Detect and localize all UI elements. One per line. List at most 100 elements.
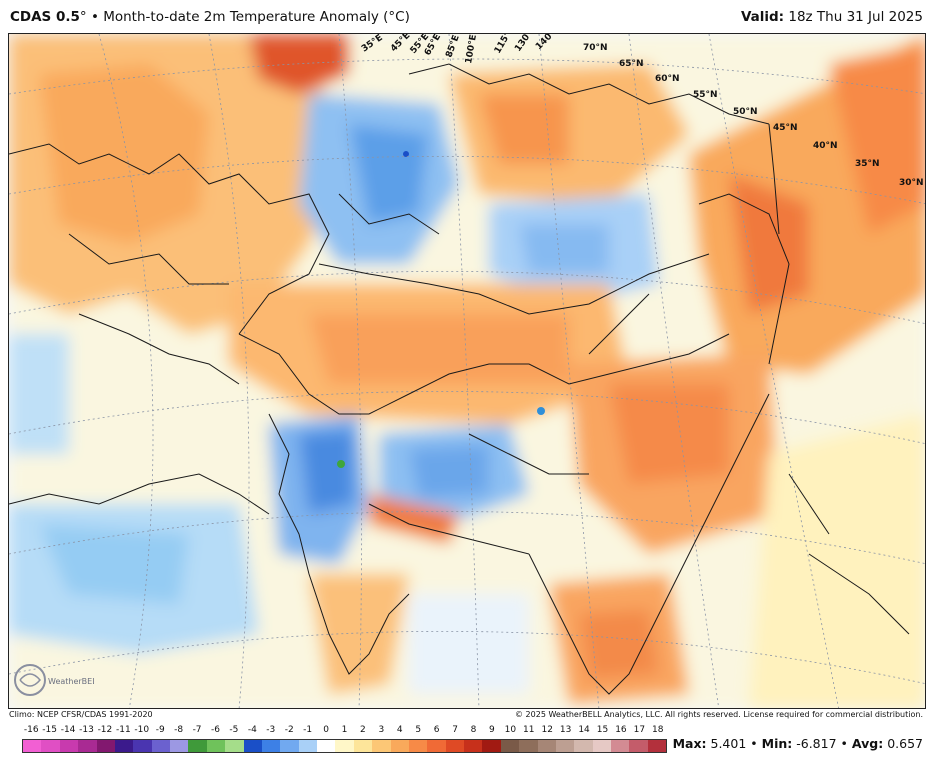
- legend-label: 2: [360, 725, 366, 735]
- header: CDAS 0.5° • Month-to-date 2m Temperature…: [0, 0, 935, 32]
- logo-icon: WeatherBELL: [14, 664, 102, 696]
- legend-swatch: [629, 740, 648, 752]
- legend-label: 14: [578, 725, 590, 735]
- legend-label: 8: [470, 725, 477, 735]
- hotspot-marker: [403, 151, 409, 157]
- stats-separator: •: [840, 736, 848, 751]
- legend-label: 7: [452, 725, 458, 735]
- legend-swatch: [555, 740, 575, 752]
- min-label: Min:: [761, 736, 793, 751]
- weatherbell-logo: WeatherBELL: [12, 660, 102, 700]
- legend-swatch: [647, 740, 667, 752]
- stats-separator: •: [750, 736, 758, 751]
- legend-swatch: [464, 740, 483, 752]
- borders: [9, 63, 910, 695]
- legend-swatch: [23, 740, 42, 752]
- legend-swatch: [133, 740, 152, 752]
- lat-label: 40°N: [813, 141, 838, 151]
- legend-label: 17: [633, 725, 646, 735]
- legend-label: 9: [489, 725, 495, 735]
- legend-swatch: [206, 740, 226, 752]
- legend-label: -14: [60, 725, 76, 735]
- legend-label: 12: [541, 725, 553, 735]
- legend-swatch: [151, 740, 170, 752]
- climo-note: Climo: NCEP CFSR/CDAS 1991-2020: [9, 710, 153, 719]
- legend-label: -16: [23, 725, 39, 735]
- legend-swatch: [353, 740, 373, 752]
- legend-swatch: [408, 740, 428, 752]
- legend-swatch: [243, 740, 262, 752]
- min-value: -6.817: [796, 736, 837, 751]
- lat-label: 30°N: [899, 178, 924, 188]
- legend-swatch: [482, 740, 501, 752]
- hotspot-marker: [337, 460, 345, 468]
- graticule: [9, 34, 925, 708]
- legend-label: 13: [559, 725, 572, 735]
- legend-label: -11: [115, 725, 131, 735]
- legend-label: -7: [192, 725, 202, 735]
- legend-label: -8: [174, 725, 184, 735]
- anomaly-field: [9, 34, 925, 708]
- legend-label: 1: [341, 725, 348, 735]
- copyright-note: © 2025 WeatherBELL Analytics, LLC. All r…: [515, 710, 923, 719]
- hotspot-marker: [537, 407, 545, 415]
- map-description: Month-to-date 2m Temperature Anomaly (°C…: [103, 9, 410, 25]
- max-value: 5.401: [710, 736, 747, 751]
- legend-label: 16: [615, 725, 627, 735]
- legend-swatch: [280, 740, 299, 752]
- legend-swatch: [537, 740, 556, 752]
- lat-label: 55°N: [693, 90, 718, 100]
- legend-label: 18: [652, 725, 664, 735]
- anomaly-map: 35°E 45°E 55°E 65°E 85°E 100°E 115°E 130…: [8, 33, 926, 709]
- legend-label: -3: [266, 725, 276, 735]
- legend-swatch: [78, 740, 97, 752]
- legend-label: -12: [97, 725, 113, 735]
- logo-text: WeatherBELL: [48, 677, 94, 686]
- legend-label: 6: [433, 725, 440, 735]
- lat-label: 60°N: [655, 74, 680, 84]
- legend-swatch: [188, 740, 207, 752]
- legend-swatch: [611, 740, 630, 752]
- legend-swatches: [22, 739, 667, 753]
- lat-labels: 70°N 65°N 60°N 55°N 50°N 45°N 40°N 35°N …: [583, 43, 924, 188]
- legend-label: -15: [42, 725, 57, 735]
- title-separator: •: [90, 9, 99, 25]
- max-label: Max:: [672, 736, 707, 751]
- avg-label: Avg:: [851, 736, 884, 751]
- legend-swatch: [261, 740, 281, 752]
- legend-label: -13: [79, 725, 94, 735]
- lat-label: 50°N: [733, 107, 758, 117]
- legend-labels: -16 -15 -14 -13 -12 -11 -10 -9 -8 -7 -6 -5 -4 -3 -2 -1 0…: [22, 725, 667, 737]
- legend-swatch: [574, 740, 593, 752]
- legend-swatch: [225, 740, 244, 752]
- legend-label: 11: [523, 725, 535, 735]
- avg-value: 0.657: [887, 736, 923, 751]
- legend-swatch: [500, 740, 520, 752]
- legend-swatch: [445, 740, 464, 752]
- model-name: CDAS 0.5: [10, 9, 80, 25]
- legend-label: 10: [504, 725, 517, 735]
- valid-time: Valid: 18z Thu 31 Jul 2025: [741, 9, 923, 25]
- map-canvas: 35°E 45°E 55°E 65°E 85°E 100°E 115°E 130…: [9, 34, 925, 708]
- legend-label: -1: [303, 725, 313, 735]
- valid-value: 18z Thu 31 Jul 2025: [788, 9, 923, 25]
- legend-label: -5: [229, 725, 239, 735]
- lat-label: 35°N: [855, 159, 880, 169]
- legend-swatch: [317, 740, 336, 752]
- legend-swatch: [519, 740, 538, 752]
- lat-label: 45°N: [773, 123, 798, 133]
- legend-label: 3: [378, 725, 385, 735]
- legend-swatch: [41, 740, 60, 752]
- legend-swatch: [592, 740, 611, 752]
- lat-label: 65°N: [619, 59, 644, 69]
- legend-swatch: [114, 740, 134, 752]
- legend-swatch: [59, 740, 79, 752]
- legend-swatch: [96, 740, 115, 752]
- legend-label: 4: [396, 725, 403, 735]
- degree-symbol: °: [79, 9, 87, 25]
- legend-swatch: [390, 740, 409, 752]
- map-title: CDAS 0.5° • Month-to-date 2m Temperature…: [10, 9, 410, 25]
- legend-swatch: [372, 740, 391, 752]
- legend-label: -6: [211, 725, 220, 735]
- legend-label: 0: [323, 725, 329, 735]
